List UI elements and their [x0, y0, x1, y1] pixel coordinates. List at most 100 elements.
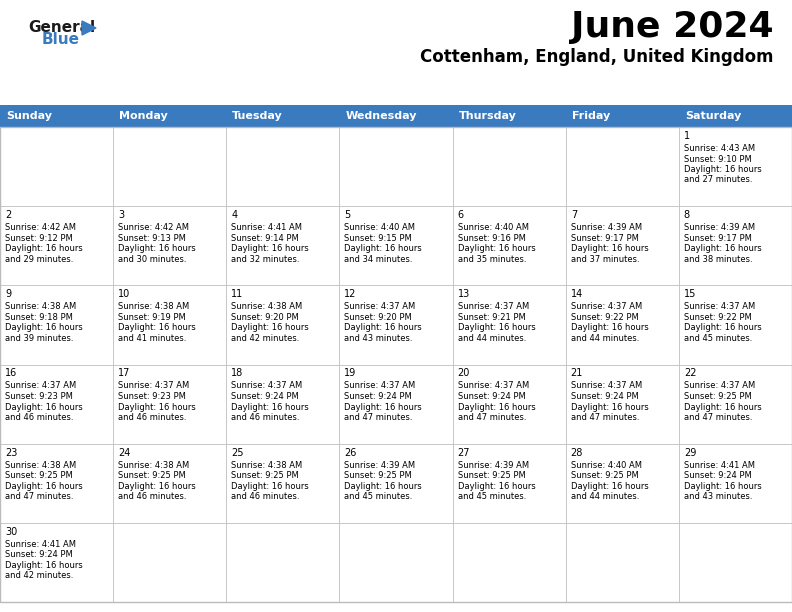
Text: Daylight: 16 hours: Daylight: 16 hours: [5, 561, 82, 570]
Text: Daylight: 16 hours: Daylight: 16 hours: [118, 403, 196, 411]
Bar: [565, 206, 679, 285]
Bar: [227, 444, 340, 523]
Text: 15: 15: [683, 289, 696, 299]
Text: Daylight: 16 hours: Daylight: 16 hours: [458, 482, 535, 491]
Text: 18: 18: [231, 368, 243, 378]
Text: Sunrise: 4:37 AM: Sunrise: 4:37 AM: [118, 381, 189, 390]
Bar: [0, 285, 113, 365]
Bar: [227, 365, 340, 444]
Text: Daylight: 16 hours: Daylight: 16 hours: [5, 244, 82, 253]
Text: Sunrise: 4:38 AM: Sunrise: 4:38 AM: [231, 461, 303, 469]
Text: 26: 26: [345, 447, 357, 458]
Text: Daylight: 16 hours: Daylight: 16 hours: [118, 244, 196, 253]
Text: Cottenham, England, United Kingdom: Cottenham, England, United Kingdom: [421, 48, 774, 66]
Text: 4: 4: [231, 210, 238, 220]
Text: and 47 minutes.: and 47 minutes.: [683, 413, 752, 422]
Text: 19: 19: [345, 368, 356, 378]
Bar: [113, 285, 227, 365]
Text: Sunrise: 4:38 AM: Sunrise: 4:38 AM: [231, 302, 303, 312]
Text: and 44 minutes.: and 44 minutes.: [571, 334, 639, 343]
Text: 7: 7: [571, 210, 577, 220]
Text: 16: 16: [5, 368, 17, 378]
Bar: [227, 127, 340, 206]
Text: Sunset: 9:17 PM: Sunset: 9:17 PM: [683, 234, 752, 243]
Text: 9: 9: [5, 289, 11, 299]
Text: and 45 minutes.: and 45 minutes.: [345, 492, 413, 501]
Text: Daylight: 16 hours: Daylight: 16 hours: [458, 244, 535, 253]
Bar: [679, 206, 792, 285]
Bar: [0, 523, 113, 602]
Bar: [679, 365, 792, 444]
Bar: [452, 127, 565, 206]
Bar: [340, 444, 452, 523]
Bar: [452, 105, 565, 127]
Bar: [565, 105, 679, 127]
Bar: [0, 127, 113, 206]
Text: Daylight: 16 hours: Daylight: 16 hours: [683, 403, 762, 411]
Bar: [340, 365, 452, 444]
Bar: [113, 105, 227, 127]
Text: Saturday: Saturday: [685, 111, 741, 121]
Text: Sunset: 9:23 PM: Sunset: 9:23 PM: [118, 392, 186, 401]
Text: Sunrise: 4:37 AM: Sunrise: 4:37 AM: [345, 381, 416, 390]
Text: Daylight: 16 hours: Daylight: 16 hours: [231, 244, 309, 253]
Text: Sunrise: 4:38 AM: Sunrise: 4:38 AM: [118, 461, 189, 469]
Text: and 47 minutes.: and 47 minutes.: [571, 413, 639, 422]
Text: Sunrise: 4:41 AM: Sunrise: 4:41 AM: [683, 461, 755, 469]
Bar: [679, 444, 792, 523]
Text: Sunrise: 4:37 AM: Sunrise: 4:37 AM: [571, 381, 642, 390]
Bar: [679, 523, 792, 602]
Text: and 41 minutes.: and 41 minutes.: [118, 334, 187, 343]
Text: 20: 20: [458, 368, 470, 378]
Text: Sunrise: 4:37 AM: Sunrise: 4:37 AM: [5, 381, 76, 390]
Bar: [340, 206, 452, 285]
Text: 22: 22: [683, 368, 696, 378]
Text: 11: 11: [231, 289, 243, 299]
Bar: [0, 365, 113, 444]
Bar: [452, 444, 565, 523]
Text: Sunrise: 4:37 AM: Sunrise: 4:37 AM: [683, 381, 755, 390]
Text: and 47 minutes.: and 47 minutes.: [345, 413, 413, 422]
Text: 27: 27: [458, 447, 470, 458]
Text: Sunset: 9:20 PM: Sunset: 9:20 PM: [345, 313, 412, 322]
Bar: [452, 365, 565, 444]
Text: Sunset: 9:23 PM: Sunset: 9:23 PM: [5, 392, 73, 401]
Text: and 27 minutes.: and 27 minutes.: [683, 176, 752, 184]
Text: Daylight: 16 hours: Daylight: 16 hours: [345, 403, 422, 411]
Text: Sunrise: 4:41 AM: Sunrise: 4:41 AM: [231, 223, 303, 232]
Text: Sunset: 9:15 PM: Sunset: 9:15 PM: [345, 234, 412, 243]
Text: 5: 5: [345, 210, 351, 220]
Text: Sunset: 9:18 PM: Sunset: 9:18 PM: [5, 313, 73, 322]
Text: 17: 17: [118, 368, 131, 378]
Text: Sunrise: 4:37 AM: Sunrise: 4:37 AM: [571, 302, 642, 312]
Text: Daylight: 16 hours: Daylight: 16 hours: [458, 403, 535, 411]
Text: Sunset: 9:24 PM: Sunset: 9:24 PM: [231, 392, 299, 401]
Text: Sunset: 9:24 PM: Sunset: 9:24 PM: [5, 550, 73, 559]
Text: Sunset: 9:25 PM: Sunset: 9:25 PM: [683, 392, 752, 401]
Text: Monday: Monday: [119, 111, 168, 121]
Text: Sunset: 9:19 PM: Sunset: 9:19 PM: [118, 313, 186, 322]
Text: and 46 minutes.: and 46 minutes.: [118, 492, 187, 501]
Text: Sunset: 9:25 PM: Sunset: 9:25 PM: [231, 471, 299, 480]
Text: Sunset: 9:20 PM: Sunset: 9:20 PM: [231, 313, 299, 322]
Text: Sunset: 9:24 PM: Sunset: 9:24 PM: [345, 392, 412, 401]
Text: 6: 6: [458, 210, 463, 220]
Text: 28: 28: [571, 447, 583, 458]
Text: Daylight: 16 hours: Daylight: 16 hours: [345, 482, 422, 491]
Text: and 39 minutes.: and 39 minutes.: [5, 334, 74, 343]
Bar: [113, 127, 227, 206]
Text: Sunrise: 4:38 AM: Sunrise: 4:38 AM: [5, 461, 76, 469]
Text: Sunrise: 4:38 AM: Sunrise: 4:38 AM: [118, 302, 189, 312]
Bar: [340, 105, 452, 127]
Text: 30: 30: [5, 527, 17, 537]
Text: Sunrise: 4:42 AM: Sunrise: 4:42 AM: [5, 223, 76, 232]
Text: 25: 25: [231, 447, 244, 458]
Bar: [679, 105, 792, 127]
Text: 1: 1: [683, 131, 690, 141]
Bar: [679, 127, 792, 206]
Text: 8: 8: [683, 210, 690, 220]
Text: 24: 24: [118, 447, 131, 458]
Text: Daylight: 16 hours: Daylight: 16 hours: [683, 323, 762, 332]
Text: and 37 minutes.: and 37 minutes.: [571, 255, 639, 264]
Text: Daylight: 16 hours: Daylight: 16 hours: [5, 403, 82, 411]
